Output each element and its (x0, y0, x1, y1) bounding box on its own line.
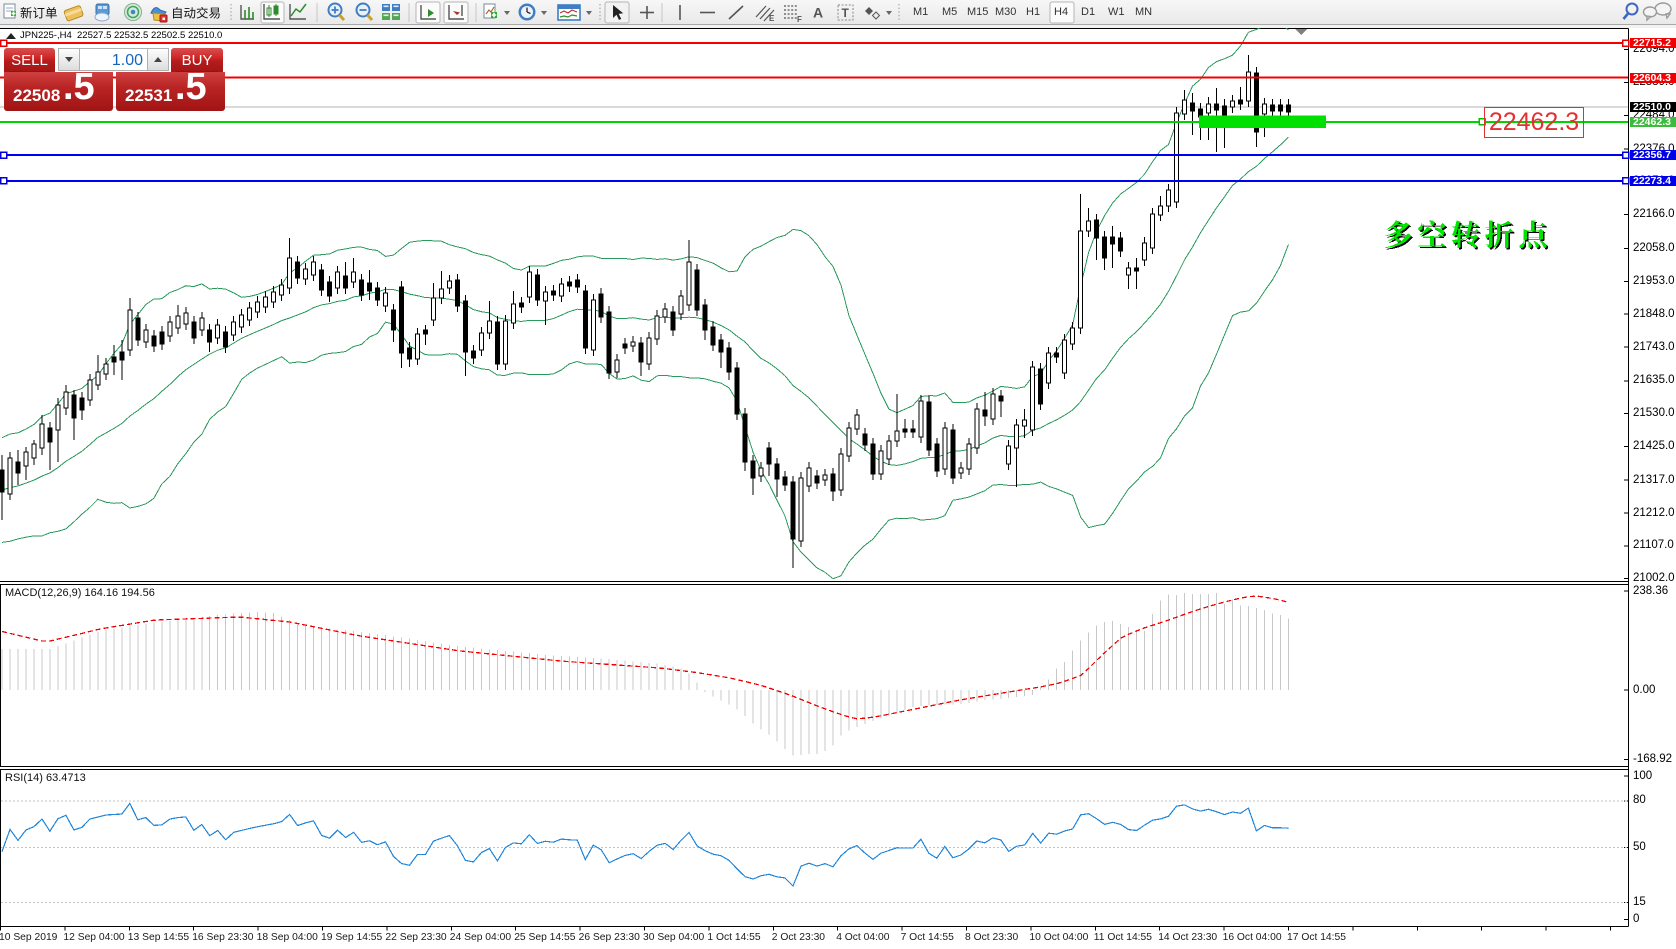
svg-text:F: F (797, 15, 802, 24)
svg-text:T: T (842, 6, 850, 20)
svg-text:E: E (769, 14, 775, 23)
svg-text:A: A (813, 5, 823, 21)
